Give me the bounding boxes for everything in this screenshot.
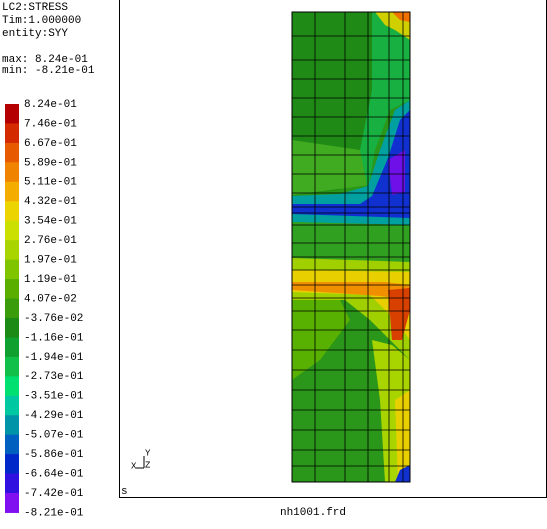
- field: [388, 288, 410, 340]
- legend-label: 1.97e-01: [24, 255, 77, 267]
- legend-label: -7.42e-01: [24, 488, 84, 500]
- legend-swatch: [5, 181, 19, 202]
- legend-swatch: [5, 493, 19, 513]
- legend-swatch: [5, 142, 19, 163]
- legend-swatch: [5, 434, 19, 455]
- field: [292, 140, 370, 195]
- legend-label: 6.67e-01: [24, 138, 77, 150]
- field: [292, 282, 410, 300]
- field: [392, 12, 410, 22]
- legend-swatch: [5, 317, 19, 338]
- legend-label: 1.19e-01: [24, 274, 77, 286]
- legend-swatch: [5, 473, 19, 494]
- legend-swatch: [5, 259, 19, 280]
- min-label: min: -8.21e-01: [2, 65, 95, 77]
- axis-label: Y: [145, 448, 151, 458]
- legend-swatch: [5, 395, 19, 416]
- header-line: entity:SYY: [2, 28, 68, 40]
- legend-swatch: [5, 298, 19, 319]
- header: LC2:STRESS Tim:1.000000 entity:SYY max: …: [2, 2, 95, 77]
- legend-label: -5.07e-01: [24, 430, 84, 442]
- legend-label: -3.76e-02: [24, 313, 83, 325]
- legend-label: -1.16e-01: [24, 332, 84, 344]
- legend-label: 2.76e-01: [24, 235, 77, 247]
- header-line: LC2:STRESS: [2, 2, 68, 14]
- legend-label: -4.29e-01: [24, 410, 84, 422]
- max-label: max: 8.24e-01: [2, 54, 88, 66]
- legend-swatch: [5, 376, 19, 397]
- field: [395, 390, 410, 482]
- legend-swatch: [5, 201, 19, 222]
- legend-label: -1.94e-01: [24, 352, 84, 364]
- field: [388, 150, 405, 195]
- legend-label: 8.24e-01: [24, 99, 77, 111]
- legend-swatch: [5, 337, 19, 358]
- legend-label: -6.64e-01: [24, 468, 84, 480]
- mesh: [292, 12, 410, 482]
- legend-label: -5.86e-01: [24, 449, 84, 461]
- legend: 8.24e-01 7.46e-01 6.67e-01 5.89e-01 5.11e-01…: [5, 99, 84, 519]
- legend-label: -8.21e-01: [24, 507, 84, 519]
- file-name: nh1001.frd: [280, 507, 346, 519]
- legend-swatch: [5, 415, 19, 436]
- legend-swatch: [5, 454, 19, 475]
- axis-label: X: [131, 461, 137, 471]
- axis-triad: Y X Z: [131, 448, 151, 471]
- field: [292, 300, 350, 380]
- legend-swatch: [5, 356, 19, 377]
- legend-swatch: [5, 162, 19, 183]
- legend-swatch: [5, 279, 19, 299]
- field: [292, 222, 410, 262]
- legend-swatch: [5, 123, 19, 144]
- legend-label: 7.46e-01: [24, 118, 77, 130]
- field: [292, 110, 410, 218]
- legend-swatch: [5, 220, 19, 241]
- axis-label: Z: [145, 460, 151, 470]
- legend-label: 4.07e-02: [24, 293, 77, 305]
- legend-swatch: [5, 104, 19, 124]
- legend-swatch: [5, 240, 19, 261]
- model-outline: [291, 11, 411, 483]
- legend-label: -2.73e-01: [24, 371, 84, 383]
- field: [395, 465, 410, 482]
- legend-label: 5.11e-01: [24, 177, 77, 189]
- header-line: Tim:1.000000: [2, 15, 81, 27]
- legend-label: 3.54e-01: [24, 216, 77, 228]
- legend-label: 5.89e-01: [24, 157, 77, 169]
- legend-label: 4.32e-01: [24, 196, 77, 208]
- model: [291, 11, 411, 483]
- field: [360, 12, 410, 190]
- legend-label: -3.51e-01: [24, 391, 84, 403]
- status-text: s: [121, 486, 128, 498]
